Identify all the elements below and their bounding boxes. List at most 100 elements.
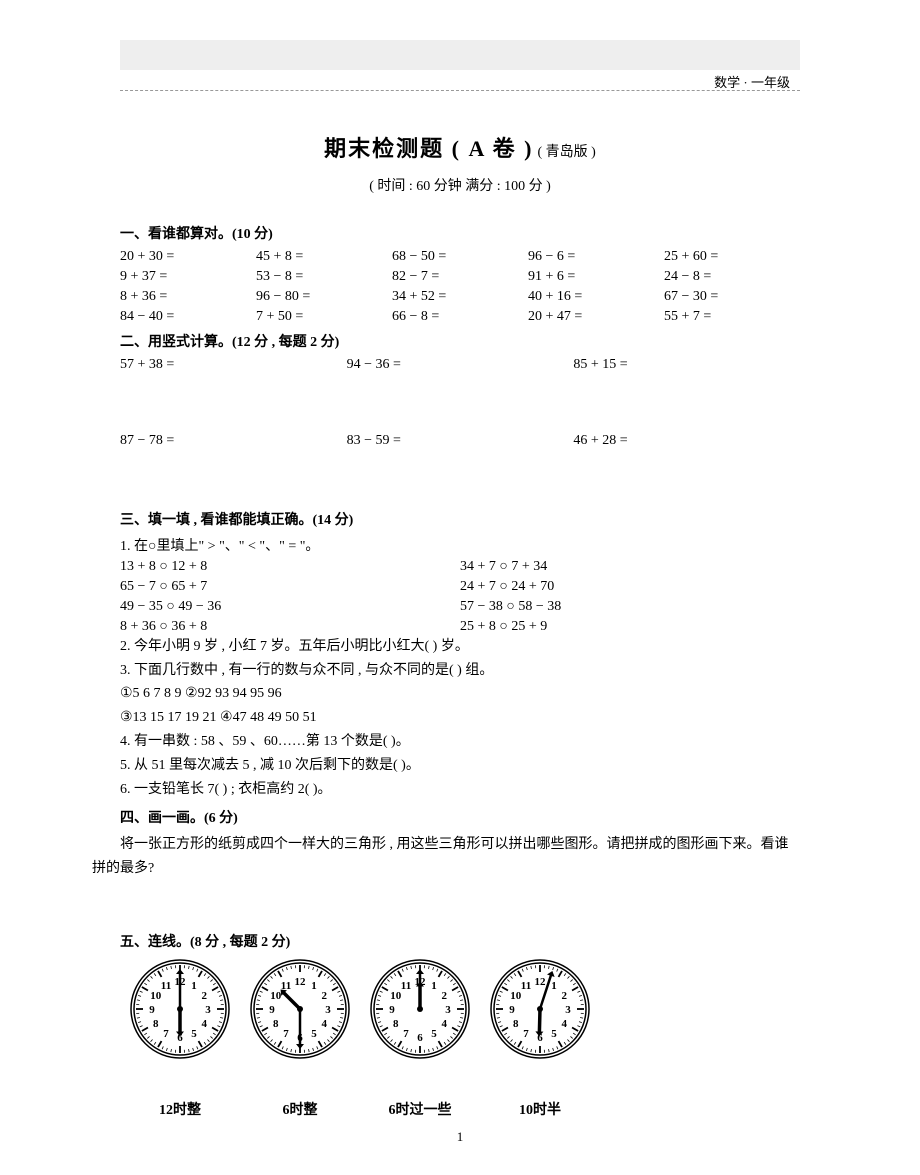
calc-cell: 68 − 50 =	[392, 249, 528, 265]
svg-text:8: 8	[513, 1018, 519, 1030]
clock-label: 10时半	[490, 1099, 590, 1119]
svg-text:9: 9	[269, 1004, 275, 1016]
calc-cell: 82 − 7 =	[392, 269, 528, 285]
section2-head: 二、用竖式计算。(12 分 , 每题 2 分)	[120, 331, 800, 351]
vertical-calc-cell: 83 − 59 =	[347, 433, 574, 449]
svg-text:7: 7	[403, 1028, 409, 1040]
calc-cell: 91 + 6 =	[528, 269, 664, 285]
svg-text:11: 11	[161, 980, 171, 992]
clock-face: 123456789101112	[130, 959, 230, 1059]
calc-cell: 20 + 47 =	[528, 309, 664, 325]
svg-text:4: 4	[561, 1018, 567, 1030]
svg-text:3: 3	[445, 1004, 451, 1016]
s3-q6: 6. 一支铅笔长 7( ) ; 衣柜高约 2( )。	[120, 778, 800, 802]
calc-cell: 25 + 60 =	[664, 249, 800, 265]
calc-cell: 9 + 37 =	[120, 269, 256, 285]
s3-q3: 3. 下面几行数中 , 有一行的数与众不同 , 与众不同的是( ) 组。	[120, 659, 800, 683]
svg-text:7: 7	[163, 1028, 169, 1040]
vertical-calc-cell: 85 + 15 =	[573, 357, 800, 373]
svg-text:8: 8	[393, 1018, 399, 1030]
compare-cell: 57 − 38 ○ 58 − 38	[460, 599, 800, 615]
section5-head: 五、连线。(8 分 , 每题 2 分)	[120, 931, 800, 951]
calc-cell: 67 − 30 =	[664, 289, 800, 305]
svg-text:12: 12	[535, 976, 547, 988]
vertical-calc-cell: 46 + 28 =	[573, 433, 800, 449]
svg-text:9: 9	[509, 1004, 515, 1016]
section2-grid: 57 + 38 =94 − 36 =85 + 15 =87 − 78 =83 −…	[120, 357, 800, 449]
svg-text:11: 11	[401, 980, 411, 992]
compare-cell: 65 − 7 ○ 65 + 7	[120, 579, 460, 595]
svg-text:5: 5	[431, 1028, 437, 1040]
compare-cell: 13 + 8 ○ 12 + 8	[120, 559, 460, 575]
calc-cell: 96 − 80 =	[256, 289, 392, 305]
calc-cell: 34 + 52 =	[392, 289, 528, 305]
svg-text:8: 8	[153, 1018, 159, 1030]
s3-q1-intro: 1. 在○里填上" > "、" < "、" = "。	[120, 535, 800, 559]
svg-text:5: 5	[311, 1028, 317, 1040]
svg-text:1: 1	[551, 980, 557, 992]
section4-head: 四、画一画。(6 分)	[120, 807, 800, 827]
svg-text:7: 7	[523, 1028, 529, 1040]
calc-cell: 8 + 36 =	[120, 289, 256, 305]
calc-cell: 7 + 50 =	[256, 309, 392, 325]
svg-text:4: 4	[321, 1018, 327, 1030]
svg-text:10: 10	[270, 990, 282, 1002]
section3-head: 三、填一填 , 看谁都能填正确。(14 分)	[120, 509, 800, 529]
s3-q4: 4. 有一串数 : 58 、59 、60……第 13 个数是( )。	[120, 730, 800, 754]
clock-face: 123456789101112	[250, 959, 350, 1059]
s4-text: 将一张正方形的纸剪成四个一样大的三角形 , 用这些三角形可以拼出哪些图形。请把拼…	[92, 833, 800, 881]
calc-cell: 96 − 6 =	[528, 249, 664, 265]
title-main: 期末检测题 ( A 卷 )	[324, 136, 533, 161]
calc-cell: 20 + 30 =	[120, 249, 256, 265]
calc-cell: 66 − 8 =	[392, 309, 528, 325]
svg-text:11: 11	[521, 980, 531, 992]
svg-text:5: 5	[191, 1028, 197, 1040]
svg-text:5: 5	[551, 1028, 557, 1040]
s3-q3a: ①5 6 7 8 9 ②92 93 94 95 96	[120, 682, 800, 706]
svg-text:1: 1	[431, 980, 437, 992]
compare-cell: 8 + 36 ○ 36 + 8	[120, 619, 460, 635]
calc-cell: 53 − 8 =	[256, 269, 392, 285]
compare-cell: 49 − 35 ○ 49 − 36	[120, 599, 460, 615]
svg-text:9: 9	[389, 1004, 395, 1016]
clock-face: 123456789101112	[370, 959, 470, 1059]
svg-text:9: 9	[149, 1004, 155, 1016]
calc-cell: 40 + 16 =	[528, 289, 664, 305]
svg-text:3: 3	[325, 1004, 331, 1016]
svg-text:12: 12	[295, 976, 307, 988]
clock-labels: 12时整 6时整 6时过一些 10时半	[130, 1099, 800, 1119]
svg-text:1: 1	[191, 980, 197, 992]
svg-text:6: 6	[417, 1032, 423, 1044]
s3-q1-grid: 13 + 8 ○ 12 + 834 + 7 ○ 7 + 3465 − 7 ○ 6…	[120, 559, 800, 635]
s3-q5: 5. 从 51 里每次减去 5 , 减 10 次后剩下的数是( )。	[120, 754, 800, 778]
s3-q2: 2. 今年小明 9 岁 , 小红 7 岁。五年后小明比小红大( ) 岁。	[120, 635, 800, 659]
section1-grid: 20 + 30 =45 + 8 =68 − 50 =96 − 6 =25 + 6…	[120, 249, 800, 325]
calc-cell: 84 − 40 =	[120, 309, 256, 325]
clock-face: 123456789101112	[490, 959, 590, 1059]
svg-text:2: 2	[321, 990, 327, 1002]
title-time: ( 时间 : 60 分钟 满分 : 100 分 )	[120, 175, 800, 195]
svg-text:10: 10	[150, 990, 162, 1002]
clock-label: 6时整	[250, 1099, 350, 1119]
calc-cell: 24 − 8 =	[664, 269, 800, 285]
compare-cell: 25 + 8 ○ 25 + 9	[460, 619, 800, 635]
clocks-row: 1234567891011121234567891011121234567891…	[130, 959, 800, 1059]
svg-text:3: 3	[565, 1004, 571, 1016]
svg-text:10: 10	[390, 990, 402, 1002]
svg-text:2: 2	[561, 990, 567, 1002]
clock-label: 12时整	[130, 1099, 230, 1119]
svg-text:4: 4	[441, 1018, 447, 1030]
compare-cell: 24 + 7 ○ 24 + 70	[460, 579, 800, 595]
svg-text:3: 3	[205, 1004, 211, 1016]
compare-cell: 34 + 7 ○ 7 + 34	[460, 559, 800, 575]
page-number: 1	[120, 1129, 800, 1145]
title-edition: ( 青岛版 )	[538, 145, 596, 160]
subject-label: 数学 · 一年级	[714, 72, 790, 91]
s3-q3b: ③13 15 17 19 21 ④47 48 49 50 51	[120, 706, 800, 730]
svg-text:2: 2	[441, 990, 447, 1002]
clock-label: 6时过一些	[370, 1099, 470, 1119]
svg-text:2: 2	[201, 990, 207, 1002]
vertical-calc-cell: 87 − 78 =	[120, 433, 347, 449]
svg-text:7: 7	[283, 1028, 289, 1040]
svg-text:1: 1	[311, 980, 317, 992]
